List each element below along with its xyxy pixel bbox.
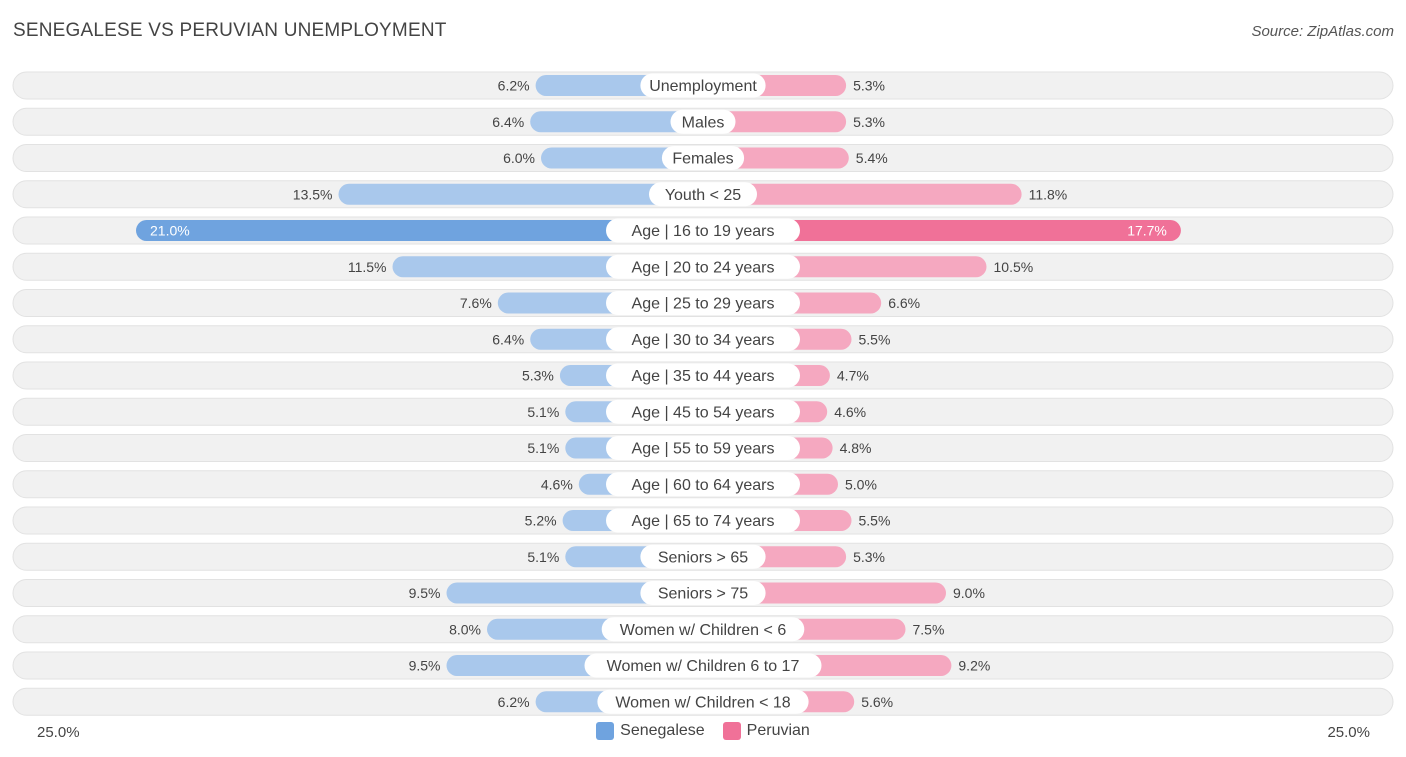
category-label: Age | 60 to 64 years [632, 477, 775, 494]
value-label-senegalese: 5.2% [525, 513, 557, 529]
category-pill [606, 472, 800, 497]
value-label-senegalese: 6.4% [492, 331, 524, 347]
value-label-peruvian: 5.3% [853, 549, 885, 565]
value-label-senegalese: 9.5% [409, 585, 441, 601]
value-label-senegalese: 5.1% [527, 549, 559, 565]
value-label-senegalese: 6.0% [503, 150, 535, 166]
value-label-peruvian: 9.0% [953, 585, 985, 601]
value-label-senegalese: 11.5% [348, 259, 387, 275]
legend-item-senegalese[interactable]: Senegalese [596, 722, 705, 740]
value-label-peruvian: 5.3% [853, 78, 885, 94]
value-label-peruvian: 4.7% [837, 368, 869, 384]
category-pill [584, 653, 822, 678]
category-label: Youth < 25 [665, 187, 741, 204]
category-pill [606, 254, 800, 279]
bar-senegalese [530, 111, 703, 133]
category-label: Males [682, 114, 725, 131]
value-label-peruvian: 11.8% [1029, 186, 1068, 202]
legend: Senegalese Peruvian [0, 722, 1406, 740]
value-label-senegalese: 6.2% [498, 78, 530, 94]
value-label-peruvian: 5.4% [856, 150, 888, 166]
value-label-peruvian: 5.0% [845, 476, 877, 492]
bar-senegalese [541, 147, 703, 169]
bar-senegalese [446, 582, 703, 604]
category-label: Females [672, 151, 733, 168]
category-label: Women w/ Children < 18 [615, 694, 790, 711]
value-label-peruvian: 4.8% [840, 440, 872, 456]
category-label: Age | 30 to 34 years [632, 332, 775, 349]
value-label-senegalese: 5.3% [522, 368, 554, 384]
value-label-senegalese: 13.5% [293, 186, 333, 202]
category-pill [606, 291, 800, 315]
value-label-peruvian: 9.2% [958, 658, 990, 674]
category-pill [640, 73, 766, 98]
category-label: Age | 35 to 44 years [632, 368, 775, 385]
category-pill [606, 436, 800, 460]
value-label-senegalese: 6.4% [492, 114, 524, 130]
category-pill [649, 182, 757, 207]
category-pill [661, 146, 745, 170]
bar-senegalese [136, 220, 703, 241]
value-label-peruvian: 6.6% [888, 295, 920, 311]
category-pill [606, 327, 800, 352]
category-pill [640, 581, 766, 605]
value-label-peruvian: 5.5% [859, 513, 891, 529]
category-pill [606, 508, 800, 533]
value-label-senegalese: 4.6% [541, 476, 573, 492]
bar-peruvian [703, 183, 1022, 205]
value-label-senegalese: 6.2% [498, 694, 530, 710]
value-label-peruvian: 17.7% [1127, 223, 1167, 239]
value-label-peruvian: 5.6% [861, 694, 893, 710]
source-label: Source: ZipAtlas.com [1251, 23, 1394, 40]
value-label-senegalese: 5.1% [527, 440, 559, 456]
category-label: Age | 45 to 54 years [632, 404, 775, 421]
bar-peruvian [703, 220, 1181, 241]
value-label-peruvian: 4.6% [834, 404, 866, 420]
legend-swatch-peruvian [722, 722, 741, 740]
category-pill [601, 617, 805, 642]
legend-item-peruvian[interactable]: Peruvian [722, 722, 810, 740]
axis-right-label: 25.0% [1327, 724, 1370, 741]
category-pill [606, 363, 800, 388]
legend-swatch-senegalese [596, 722, 615, 740]
category-pill [670, 109, 736, 134]
value-label-peruvian: 5.3% [853, 114, 885, 130]
category-pill [640, 544, 766, 569]
category-pill [597, 689, 809, 714]
category-label: Age | 25 to 29 years [632, 296, 775, 313]
value-label-senegalese: 7.6% [460, 295, 492, 311]
axis-left-label: 25.0% [37, 724, 80, 741]
chart-title: SENEGALESE VS PERUVIAN UNEMPLOYMENT [13, 20, 447, 41]
bar-senegalese [338, 183, 703, 205]
value-label-senegalese: 21.0% [150, 223, 190, 239]
category-pill [606, 218, 800, 243]
category-label: Women w/ Children 6 to 17 [607, 658, 800, 675]
category-label: Women w/ Children < 6 [620, 622, 787, 639]
value-label-peruvian: 5.5% [859, 331, 891, 347]
category-label: Age | 16 to 19 years [632, 223, 775, 240]
category-label: Seniors > 75 [658, 586, 748, 603]
category-label: Seniors > 65 [658, 549, 748, 566]
value-label-senegalese: 9.5% [409, 658, 441, 674]
category-label: Age | 65 to 74 years [632, 513, 775, 530]
category-label: Age | 55 to 59 years [632, 441, 775, 458]
value-label-peruvian: 10.5% [994, 259, 1034, 275]
value-label-senegalese: 5.1% [527, 404, 559, 420]
value-label-peruvian: 7.5% [913, 621, 945, 637]
category-pill [606, 399, 800, 424]
category-label: Age | 20 to 24 years [632, 259, 775, 276]
value-label-senegalese: 8.0% [449, 621, 481, 637]
legend-label-senegalese: Senegalese [620, 722, 705, 739]
bar-peruvian [703, 111, 847, 133]
legend-label-peruvian: Peruvian [746, 722, 810, 739]
category-label: Unemployment [649, 78, 757, 95]
